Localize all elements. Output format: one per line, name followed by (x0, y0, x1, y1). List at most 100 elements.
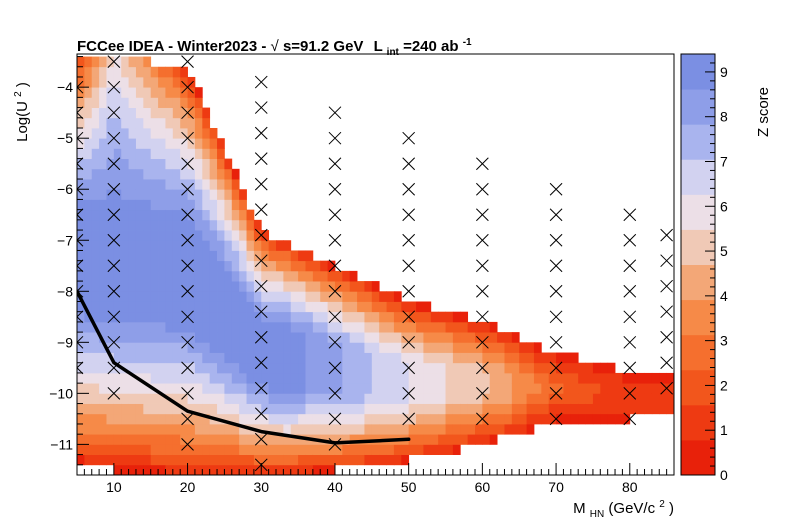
heatmap-cell (84, 250, 93, 262)
heatmap-cell (349, 454, 358, 466)
marker-stroke (107, 106, 121, 120)
heatmap-cell (84, 76, 93, 88)
heatmap-cell (121, 56, 129, 68)
heatmap-cell (143, 291, 152, 302)
scan-point-marker (402, 284, 416, 298)
scan-point-marker (181, 233, 194, 247)
heatmap-cell (84, 230, 93, 241)
heatmap-cell (533, 383, 542, 394)
heatmap-cell (526, 393, 535, 404)
heatmap-cell (194, 199, 203, 211)
heatmap-cell (135, 230, 144, 241)
heatmap-cell (84, 444, 93, 455)
heatmap-cell (452, 311, 461, 323)
heatmap-cell (217, 362, 225, 374)
heatmap-cell (578, 372, 586, 384)
heatmap-cell (77, 342, 85, 353)
heatmap-cell (283, 454, 292, 466)
heatmap-cell (209, 209, 218, 221)
heatmap-cell (158, 250, 166, 262)
heatmap-cell (150, 444, 159, 455)
heatmap-cell (497, 393, 505, 404)
heatmap-cell (283, 403, 292, 415)
heatmap-cell (320, 383, 328, 394)
heatmap-cell (246, 321, 255, 333)
heatmap-cell (217, 301, 225, 313)
heatmap-cell (84, 97, 93, 108)
heatmap-cell (283, 342, 292, 353)
heatmap-cell (158, 240, 166, 251)
heatmap-cell (342, 352, 351, 364)
heatmap-cell (202, 270, 211, 282)
heatmap-cell (408, 352, 417, 364)
scan-point-marker (254, 203, 268, 216)
heatmap-cell (452, 372, 461, 384)
heatmap-cell (239, 301, 247, 313)
heatmap-cell (121, 189, 129, 200)
heatmap-cell (99, 76, 107, 88)
x-tick-label: 10 (106, 479, 122, 495)
heatmap-cell (283, 291, 292, 302)
heatmap-cell (533, 403, 542, 415)
heatmap-cell (408, 444, 417, 455)
heatmap-cell (261, 393, 270, 404)
heatmap-cell (217, 179, 225, 190)
marker-stroke (328, 233, 342, 247)
heatmap-cell (106, 454, 115, 466)
heatmap-cell (128, 342, 137, 353)
heatmap-cell (482, 434, 491, 445)
heatmap-cell (268, 301, 277, 313)
heatmap-cell (172, 250, 181, 262)
heatmap-cell (253, 250, 262, 262)
scan-point-marker (181, 55, 194, 69)
heatmap-cell (143, 148, 152, 160)
heatmap-cell (320, 311, 328, 323)
scan-point-marker (623, 310, 637, 324)
heatmap-cell (334, 434, 343, 445)
heatmap-cell (209, 168, 218, 180)
heatmap-cell (261, 301, 270, 313)
marker-stroke (660, 381, 673, 395)
heatmap-cell (253, 464, 262, 475)
heatmap-cell (113, 127, 122, 139)
heatmap-cell (401, 362, 410, 374)
heatmap-cell (187, 434, 196, 445)
heatmap-cell (423, 352, 432, 364)
marker-stroke (77, 80, 84, 88)
heatmap-cell (290, 454, 299, 466)
heatmap-cell (504, 372, 513, 384)
heatmap-cell (172, 97, 181, 108)
heatmap-cell (519, 362, 527, 374)
scan-point-marker (107, 259, 121, 273)
marker-stroke (328, 208, 342, 222)
heatmap-cell (239, 270, 247, 282)
heatmap-cell (202, 281, 211, 292)
heatmap-cell (180, 362, 188, 374)
x-tick-label: 40 (327, 479, 343, 495)
heatmap-cell (497, 342, 505, 353)
heatmap-cell (224, 413, 233, 425)
heatmap-cell (99, 413, 107, 425)
heatmap-cell (460, 372, 469, 384)
heatmap-cell (231, 403, 240, 415)
heatmap-cell (172, 87, 181, 98)
scan-point-marker (328, 335, 342, 349)
scan-point-marker (549, 233, 563, 247)
heatmap-cell (202, 240, 211, 251)
heatmap-cell (165, 138, 174, 149)
heatmap-cell (91, 66, 100, 78)
heatmap-cell (128, 454, 137, 466)
scan-point-marker (181, 80, 194, 94)
heatmap-cell (91, 362, 100, 374)
heatmap-cell (261, 321, 270, 333)
scan-point-marker (181, 386, 194, 400)
heatmap-cell (268, 362, 277, 374)
heatmap-cell (128, 240, 137, 251)
scan-point-marker (77, 259, 84, 273)
scan-point-marker (476, 157, 489, 171)
heatmap-cell (91, 127, 100, 139)
heatmap-cell (349, 321, 358, 333)
heatmap-cell (556, 393, 564, 404)
heatmap-cell (194, 383, 203, 394)
heatmap-cell (180, 423, 188, 435)
